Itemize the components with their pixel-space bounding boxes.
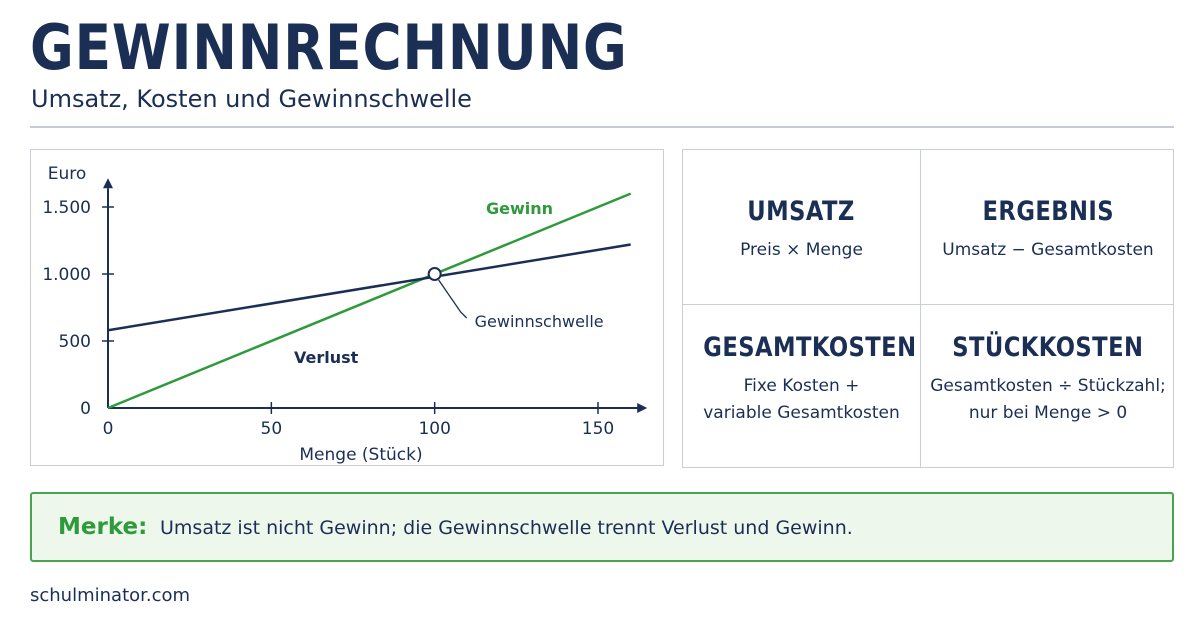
breakeven-label: Gewinnschwelle — [475, 312, 604, 331]
breakeven-point — [427, 267, 442, 281]
y-axis-arrow — [103, 178, 113, 189]
card-umsatz: UMSATZ Preis × Menge — [683, 196, 920, 264]
note-text: Umsatz ist nicht Gewinn; die Gewinnschwe… — [160, 517, 853, 539]
card-gesamtkosten-line-2: variable Gesamtkosten — [703, 403, 900, 423]
y-tick-label: 1.000 — [42, 265, 91, 285]
card-stueckkosten-line-2: nur bei Menge > 0 — [968, 403, 1128, 423]
profit-label: Gewinn — [486, 199, 553, 218]
card-gesamtkosten: GESAMTKOSTEN Fixe Kosten + variable Gesa… — [683, 332, 920, 427]
card-gesamtkosten-line-1: Fixe Kosten + — [743, 376, 860, 396]
footer-site: schulminator.com — [30, 585, 191, 606]
y-tick-label: 0 — [80, 399, 91, 419]
formula-grid: UMSATZ Preis × Menge ERGEBNIS Umsatz − G… — [682, 149, 1174, 468]
loss-label: Verlust — [294, 348, 359, 367]
x-axis-label: Menge (Stück) — [299, 445, 422, 465]
break-even-chart: 0 50 100 150 0 500 1.000 1.500 Euro Menge (Stück… — [30, 149, 664, 466]
card-ergebnis: ERGEBNIS Umsatz − Gesamtkosten — [921, 196, 1175, 264]
x-tick-label: 100 — [418, 419, 450, 439]
card-ergebnis-formula: Umsatz − Gesamtkosten — [942, 240, 1154, 260]
card-stueckkosten-title: STÜCKKOSTEN — [952, 332, 1144, 363]
x-tick-label: 50 — [261, 419, 283, 439]
chart-svg: 0 50 100 150 0 500 1.000 1.500 Euro Menge (Stück… — [42, 164, 648, 465]
grid-divider-horizontal — [683, 304, 1173, 305]
card-umsatz-formula: Preis × Menge — [740, 240, 863, 260]
card-gesamtkosten-formula: Fixe Kosten + variable Gesamtkosten — [683, 373, 920, 427]
divider — [30, 126, 1174, 128]
card-gesamtkosten-title: GESAMTKOSTEN — [703, 332, 917, 363]
grid-divider-vertical — [920, 150, 921, 467]
note-label: Merke: — [58, 514, 148, 540]
y-tick-label: 1.500 — [42, 198, 91, 218]
y-tick-label: 500 — [59, 332, 91, 352]
x-axis-arrow — [637, 403, 648, 413]
note-box: Merke: Umsatz ist nicht Gewinn; die Gewi… — [30, 492, 1174, 562]
card-stueckkosten: STÜCKKOSTEN Gesamtkosten ÷ Stückzahl; nu… — [921, 332, 1175, 427]
page-subtitle: Umsatz, Kosten und Gewinnschwelle — [31, 85, 472, 113]
card-stueckkosten-line-1: Gesamtkosten ÷ Stückzahl; — [930, 376, 1166, 396]
x-tick-label: 0 — [103, 419, 114, 439]
x-tick-label: 150 — [582, 419, 614, 439]
card-umsatz-title: UMSATZ — [747, 196, 856, 227]
series-line-gesamtkosten — [107, 243, 631, 332]
card-ergebnis-title: ERGEBNIS — [982, 196, 1114, 227]
breakeven-leader — [438, 279, 468, 319]
y-axis-label: Euro — [48, 164, 87, 184]
card-stueckkosten-formula: Gesamtkosten ÷ Stückzahl; nur bei Menge … — [921, 373, 1175, 427]
series-line-umsatz — [107, 192, 632, 410]
page-title: GEWINNRECHNUNG — [30, 11, 628, 84]
